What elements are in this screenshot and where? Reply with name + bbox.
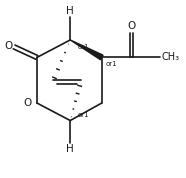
Polygon shape — [70, 40, 103, 60]
Text: O: O — [23, 98, 32, 108]
Text: or1: or1 — [77, 44, 89, 50]
Text: H: H — [66, 144, 74, 154]
Text: O: O — [127, 21, 136, 31]
Text: or1: or1 — [77, 112, 89, 118]
Text: O: O — [4, 41, 12, 51]
Text: H: H — [66, 6, 74, 16]
Text: CH₃: CH₃ — [161, 53, 179, 62]
Text: or1: or1 — [105, 61, 117, 67]
